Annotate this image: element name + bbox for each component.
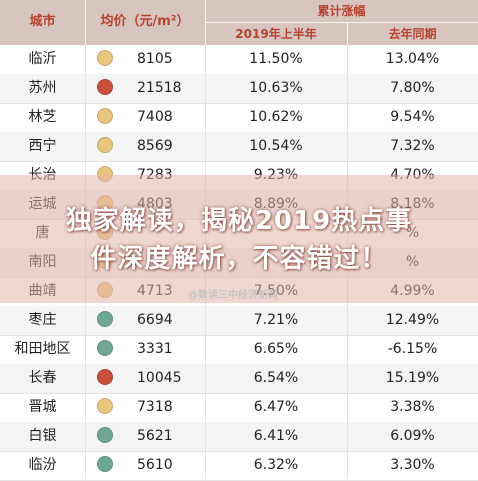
city-cell: 和田地区: [14, 341, 71, 357]
growth-prev-cell: 6.09%: [390, 428, 435, 444]
price-level-dot-icon: [97, 137, 113, 153]
price-cell: 6694: [137, 312, 173, 328]
growth-prev-cell: 15.19%: [385, 370, 440, 386]
header-price: 均价（元/m²）: [100, 14, 190, 29]
promo-headline-line2: 件深度解析，不容错过！: [90, 244, 388, 274]
growth-2019-cell: 6.32%: [253, 457, 299, 473]
header-prev: 去年同期: [388, 27, 437, 41]
growth-2019-cell: 7.21%: [253, 312, 299, 328]
price-level-dot-icon: [97, 50, 113, 66]
growth-2019-cell: 6.54%: [253, 370, 299, 386]
price-cell: 7318: [137, 399, 173, 415]
header-city: 城市: [29, 14, 56, 29]
price-indicator-cell: [95, 103, 115, 132]
price-indicator-cell: [95, 306, 115, 335]
growth-prev-cell: 9.54%: [390, 109, 435, 125]
city-cell: 苏州: [28, 80, 57, 96]
header-growth-group: 累计涨幅: [317, 4, 366, 18]
city-cell: 临沂: [28, 51, 57, 67]
price-level-dot-icon: [97, 79, 113, 95]
growth-prev-cell: 12.49%: [385, 312, 440, 328]
growth-2019-cell: 6.41%: [253, 428, 299, 444]
price-cell: 8105: [137, 51, 173, 67]
price-indicator-cell: [95, 74, 115, 103]
price-level-dot-icon: [97, 340, 113, 356]
table-row: 临沂 8105 11.50% 13.04%: [0, 45, 478, 75]
price-cell: 5621: [137, 428, 173, 444]
price-indicator-cell: [95, 132, 115, 161]
header-2019: 2019年上半年: [235, 27, 317, 41]
price-indicator-cell: [95, 393, 115, 422]
table-row: 西宁 8569 10.54% 7.32%: [0, 132, 478, 162]
growth-prev-cell: -6.15%: [387, 341, 438, 357]
price-cell: 7408: [137, 109, 173, 125]
header-subdivider: [205, 22, 478, 23]
city-cell: 临汾: [28, 457, 57, 473]
price-indicator-cell: [95, 45, 115, 74]
growth-2019-cell: 10.62%: [249, 109, 303, 125]
price-cell: 3331: [137, 341, 173, 357]
table-row: 苏州 21518 10.63% 7.80%: [0, 74, 478, 104]
promo-banner: [0, 175, 478, 303]
price-cell: 8569: [137, 138, 173, 154]
header-divider: [85, 0, 86, 45]
table-row: 和田地区 3331 6.65% -6.15%: [0, 335, 478, 365]
table-row: 晋城 7318 6.47% 3.38%: [0, 393, 478, 423]
growth-2019-cell: 6.47%: [253, 399, 299, 415]
city-cell: 长春: [28, 370, 57, 386]
growth-2019-cell: 6.65%: [253, 341, 299, 357]
city-cell: 白银: [28, 428, 57, 444]
price-level-dot-icon: [97, 456, 113, 472]
city-cell: 林芝: [28, 109, 57, 125]
city-cell: 西宁: [28, 138, 57, 154]
growth-prev-cell: 7.80%: [390, 80, 435, 96]
growth-2019-cell: 11.50%: [249, 51, 303, 67]
price-cell: 10045: [137, 370, 182, 386]
price-indicator-cell: [95, 364, 115, 393]
table-row: 长春 10045 6.54% 15.19%: [0, 364, 478, 394]
price-level-dot-icon: [97, 369, 113, 385]
growth-2019-cell: 10.54%: [249, 138, 303, 154]
promo-headline-line1: 独家解读，揭秘2019热点事: [65, 206, 413, 236]
growth-prev-cell: 7.32%: [390, 138, 435, 154]
price-level-dot-icon: [97, 108, 113, 124]
growth-prev-cell: 3.30%: [390, 457, 435, 473]
growth-prev-cell: 3.38%: [390, 399, 435, 415]
price-level-dot-icon: [97, 311, 113, 327]
price-level-dot-icon: [97, 398, 113, 414]
price-indicator-cell: [95, 422, 115, 451]
table-row: 枣庄 6694 7.21% 12.49%: [0, 306, 478, 336]
growth-prev-cell: 13.04%: [385, 51, 440, 67]
price-cell: 5610: [137, 457, 173, 473]
price-level-dot-icon: [97, 427, 113, 443]
price-indicator-cell: [95, 451, 115, 480]
city-cell: 枣庄: [28, 312, 57, 328]
table-header: 城市 均价（元/m²） 累计涨幅 2019年上半年 去年同期: [0, 0, 478, 45]
price-cell: 21518: [137, 80, 182, 96]
table-row: 林芝 7408 10.62% 9.54%: [0, 103, 478, 133]
price-indicator-cell: [95, 335, 115, 364]
table-row: 白银 5621 6.41% 6.09%: [0, 422, 478, 452]
table-row: 临汾 5610 6.32% 3.30%: [0, 451, 478, 481]
watermark: @数读三中经济新闻: [188, 290, 278, 301]
growth-2019-cell: 10.63%: [249, 80, 303, 96]
header-divider: [347, 22, 348, 45]
city-cell: 晋城: [28, 399, 57, 415]
